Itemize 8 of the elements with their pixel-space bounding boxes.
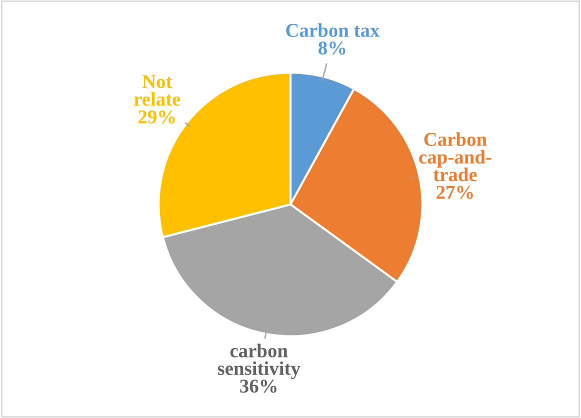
slice-label: Carbon cap-and- trade xyxy=(419,132,492,182)
slice-label: Not relate xyxy=(134,75,180,106)
data-label: 8% xyxy=(318,41,346,55)
slice-label: carbon sensitivity xyxy=(218,344,300,380)
slice-label: Carbon tax xyxy=(286,23,380,37)
data-label: 36% xyxy=(240,380,276,393)
data-label: 27% xyxy=(436,186,473,199)
data-label: 29% xyxy=(138,110,175,124)
